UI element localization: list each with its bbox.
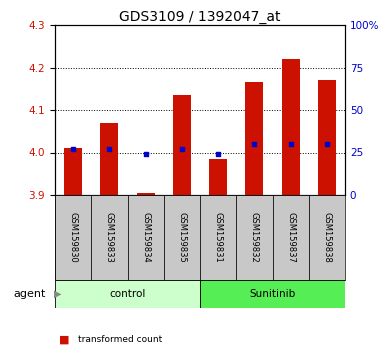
Title: GDS3109 / 1392047_at: GDS3109 / 1392047_at bbox=[119, 10, 281, 24]
Point bbox=[288, 141, 294, 147]
Text: GSM159835: GSM159835 bbox=[177, 212, 186, 263]
Bar bbox=[209, 159, 227, 195]
Point bbox=[70, 146, 76, 152]
Text: GSM159832: GSM159832 bbox=[250, 212, 259, 263]
Bar bbox=[200, 280, 345, 308]
Text: ■: ■ bbox=[59, 335, 69, 345]
Point bbox=[142, 152, 149, 157]
Bar bbox=[164, 195, 200, 280]
Point bbox=[251, 141, 258, 147]
Text: ▶: ▶ bbox=[54, 289, 61, 299]
Text: GSM159837: GSM159837 bbox=[286, 212, 295, 263]
Point bbox=[179, 146, 185, 152]
Text: GSM159834: GSM159834 bbox=[141, 212, 150, 263]
Text: agent: agent bbox=[14, 289, 46, 299]
Bar bbox=[281, 59, 300, 195]
Text: GSM159838: GSM159838 bbox=[322, 212, 331, 263]
Text: control: control bbox=[109, 289, 146, 299]
Bar bbox=[200, 195, 236, 280]
Bar bbox=[127, 195, 164, 280]
Bar bbox=[91, 195, 127, 280]
Text: GSM159830: GSM159830 bbox=[69, 212, 78, 263]
Bar bbox=[137, 193, 155, 195]
Bar bbox=[318, 80, 336, 195]
Bar bbox=[173, 95, 191, 195]
Bar bbox=[273, 195, 309, 280]
Bar bbox=[55, 195, 91, 280]
Text: Sunitinib: Sunitinib bbox=[249, 289, 296, 299]
Bar bbox=[100, 123, 119, 195]
Text: transformed count: transformed count bbox=[78, 335, 162, 344]
Point bbox=[215, 152, 221, 157]
Text: GSM159833: GSM159833 bbox=[105, 212, 114, 263]
Bar bbox=[309, 195, 345, 280]
Bar bbox=[64, 148, 82, 195]
Text: GSM159831: GSM159831 bbox=[214, 212, 223, 263]
Bar bbox=[236, 195, 273, 280]
Bar bbox=[55, 280, 200, 308]
Point bbox=[106, 146, 112, 152]
Point bbox=[324, 141, 330, 147]
Bar bbox=[245, 82, 263, 195]
